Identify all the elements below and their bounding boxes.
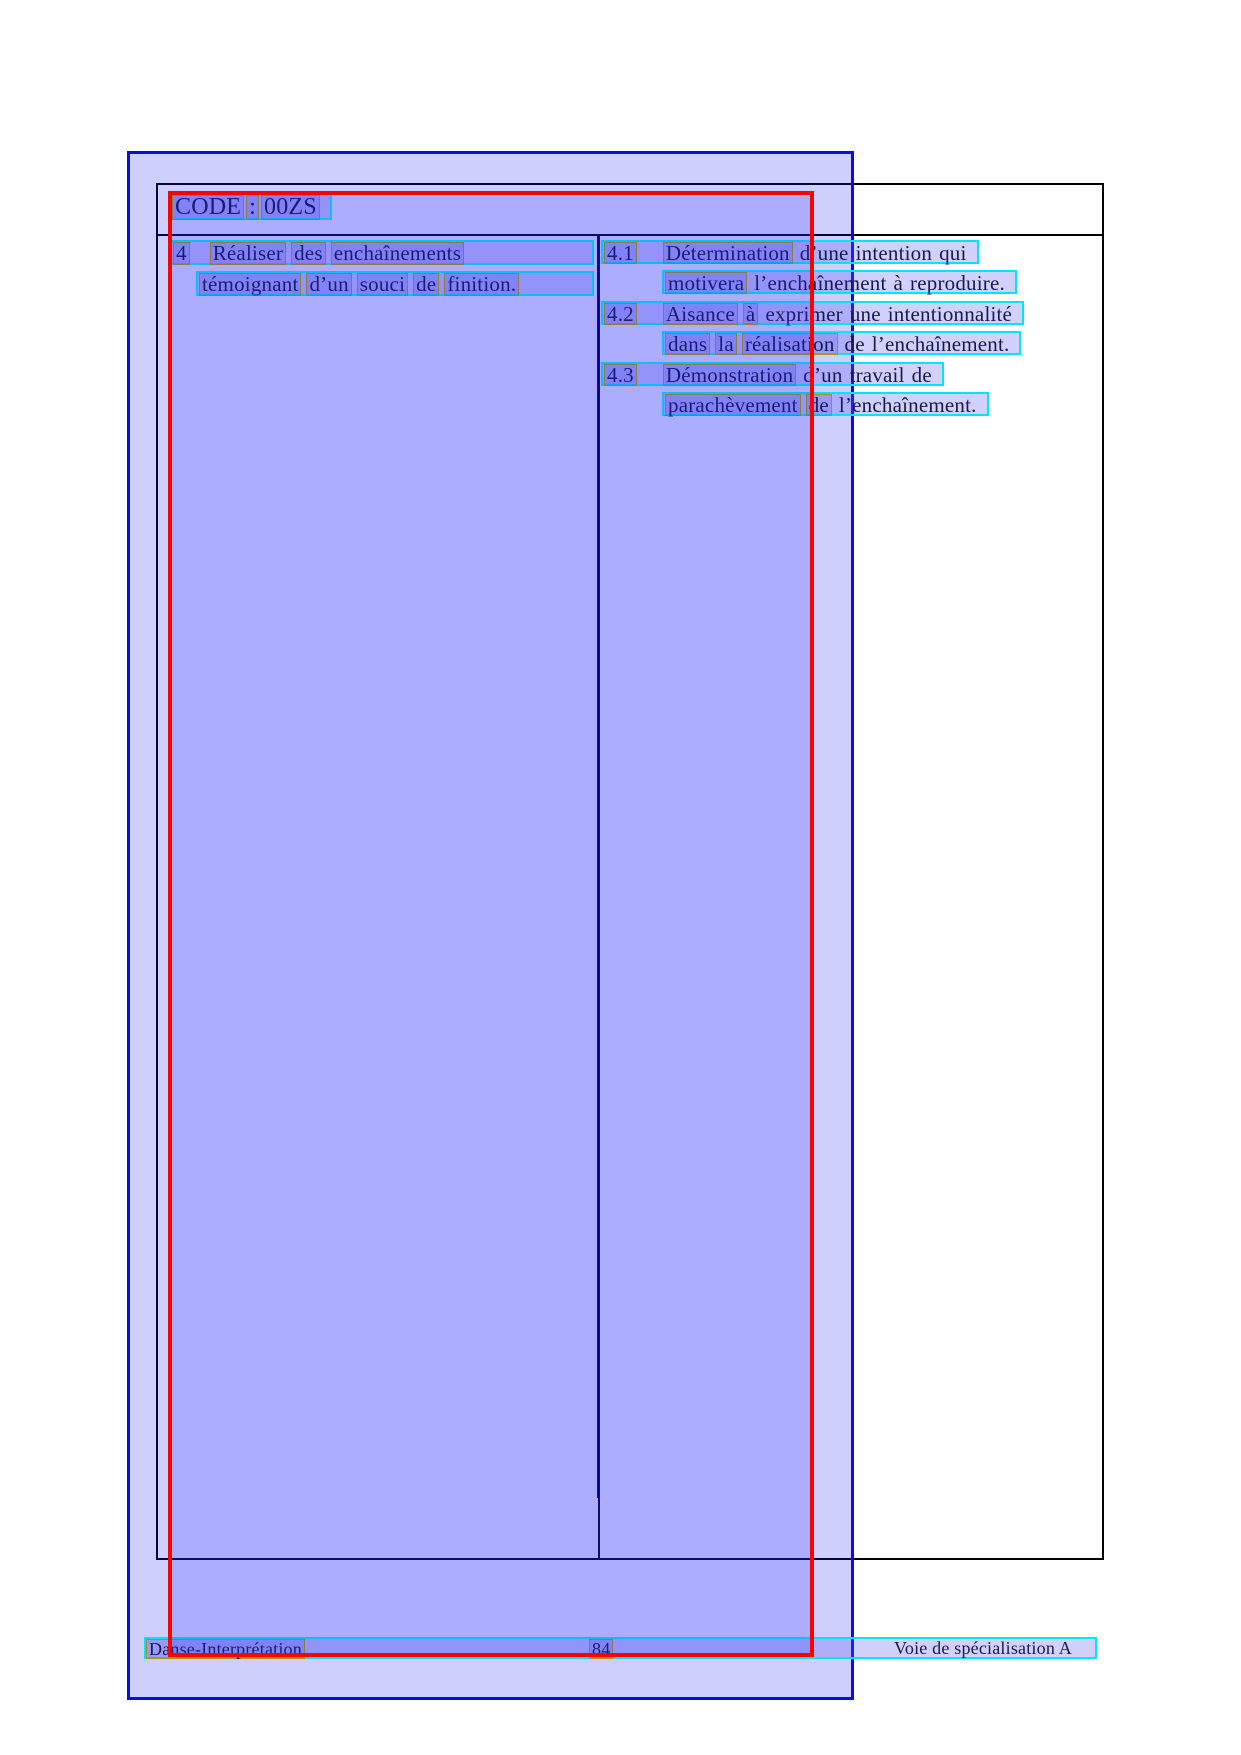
element-4-3-line-2: parachèvement de l’enchaînement. [662, 392, 989, 416]
word-highlight-box: dans [665, 333, 711, 355]
word-highlight-box: Détermination [662, 242, 793, 264]
element-4-1-line-1: 4.1 Détermination d’une intention qui [601, 240, 979, 264]
element-4-3-line-1: 4.3 Démonstration d’un travail de [601, 362, 944, 386]
word: travail [849, 363, 905, 387]
element-4-2-line-2: dans la réalisation de l’enchaînement. [662, 331, 1022, 356]
word: l’enchaînement [754, 271, 887, 295]
word-highlight-box: la [715, 333, 737, 355]
word-highlight-box: des [291, 242, 326, 265]
word: à [893, 271, 904, 295]
word-highlight-box: souci [356, 273, 409, 296]
word-highlight-box: 00ZS [261, 195, 320, 220]
table-outline [156, 183, 1104, 1560]
word-highlight-box: 4.2 [604, 303, 637, 325]
red-region-overlay-box [168, 191, 814, 1657]
word-highlight-box: CODE [172, 195, 245, 220]
word-highlight-box: Réaliser [209, 242, 287, 265]
word: l’enchaînement. [871, 332, 1010, 356]
word-highlight-box: Aisance [662, 303, 738, 325]
word: qui [939, 241, 967, 265]
word: l’enchaînement. [838, 393, 977, 417]
word-highlight-box: : [246, 195, 260, 220]
word: exprimer [765, 302, 843, 326]
table-column-divider-upper-segment [597, 235, 600, 1498]
word-highlight-box: parachèvement [665, 394, 801, 416]
word: Voie de spécialisation A [894, 1638, 1072, 1658]
word: intention [855, 241, 933, 265]
page-region-overlay-box [127, 151, 854, 1700]
element-4-1-line-2: motivera l’enchaînement à reproduire. [662, 270, 1017, 294]
word: de [911, 363, 932, 387]
word-highlight-box: 4.3 [604, 364, 637, 386]
word-highlight-box: finition. [444, 273, 520, 296]
table-header-separator [156, 234, 1104, 236]
word-highlight-box: de [413, 273, 440, 296]
word: intentionnalité [887, 302, 1013, 326]
word-highlight-box: 4 [173, 242, 190, 265]
competency-line-2: témoignant d’un souci de finition. [196, 271, 594, 296]
competency-line-1: 4 Réaliser des enchaînements [170, 240, 594, 265]
word-highlight-box: à [742, 303, 759, 325]
word-highlight-box: enchaînements [330, 242, 465, 265]
word-highlight-box: 4.1 [604, 242, 637, 264]
word-highlight-box: motivera [665, 272, 748, 294]
word-highlight-box: d’un [306, 273, 352, 296]
word: de [844, 332, 865, 356]
word: reproduire. [910, 271, 1005, 295]
word: une [849, 302, 881, 326]
header-code-line: CODE:00ZS [169, 193, 332, 220]
word-highlight-box: témoignant [199, 273, 302, 296]
word-highlight-box: Démonstration [662, 364, 797, 386]
